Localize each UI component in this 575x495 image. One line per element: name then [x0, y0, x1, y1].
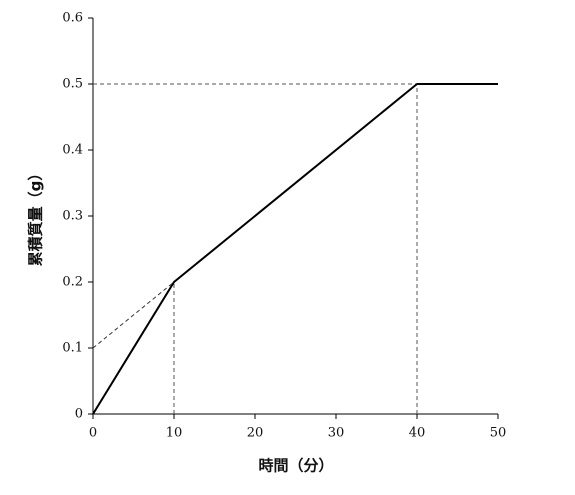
- x-tick-label: 30: [328, 426, 345, 441]
- y-tick-label: 0.4: [62, 143, 83, 158]
- y-tick-label: 0.6: [62, 11, 83, 26]
- y-tick-label: 0.5: [62, 77, 83, 92]
- x-tick-label: 40: [409, 426, 426, 441]
- x-tick-label: 50: [490, 426, 507, 441]
- y-tick-label: 0.2: [62, 275, 83, 290]
- x-axis-label: 時間（分）: [258, 457, 333, 475]
- x-tick-label: 10: [166, 426, 183, 441]
- data-line: [92, 281, 175, 349]
- y-tick-label: 0.3: [62, 209, 83, 224]
- data-line: [92, 83, 498, 415]
- y-tick-label: 0: [75, 407, 83, 422]
- x-tick-label: 0: [89, 426, 97, 441]
- y-tick-label: 0.1: [62, 341, 83, 356]
- x-tick-label: 20: [247, 426, 264, 441]
- y-axis-label: 累積質量（g）: [27, 166, 45, 267]
